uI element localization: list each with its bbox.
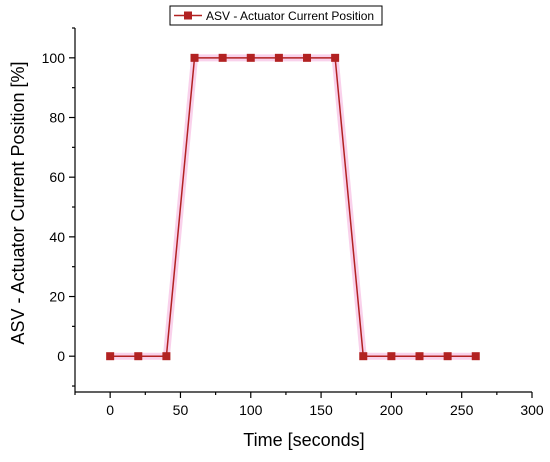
data-point — [331, 53, 340, 62]
data-point — [303, 53, 312, 62]
x-tick-label: 200 — [380, 402, 404, 418]
data-point — [443, 352, 452, 361]
legend-label: ASV - Actuator Current Position — [206, 9, 374, 23]
series-layer — [106, 53, 480, 361]
y-tick-label: 60 — [49, 169, 65, 185]
data-point — [162, 352, 171, 361]
data-point — [134, 352, 143, 361]
legend-marker — [184, 11, 192, 20]
x-tick-label: 300 — [520, 402, 544, 418]
y-tick-label: 40 — [49, 229, 65, 245]
data-point — [387, 352, 396, 361]
legend: ASV - Actuator Current Position — [169, 5, 383, 26]
data-point — [359, 352, 368, 361]
x-tick-label: 250 — [450, 402, 474, 418]
y-tick-label: 20 — [49, 289, 65, 305]
series-glow — [110, 54, 476, 360]
x-tick-label: 100 — [239, 402, 263, 418]
data-point — [246, 53, 255, 62]
legend-box — [169, 5, 383, 26]
data-point — [218, 53, 227, 62]
data-point — [190, 53, 199, 62]
y-tick-label: 100 — [42, 50, 66, 66]
y-tick-label: 0 — [57, 348, 65, 364]
data-point — [106, 352, 115, 361]
x-tick-label: 150 — [309, 402, 333, 418]
series-line — [110, 57, 476, 357]
data-point — [415, 352, 424, 361]
axes: 0 50 100 150 200 250 300 0 20 40 60 80 100 — [42, 27, 544, 418]
data-point — [471, 352, 480, 361]
x-tick-label: 50 — [173, 402, 189, 418]
x-axis-title: Time [seconds] — [243, 430, 364, 450]
data-point — [274, 53, 283, 62]
x-tick-label: 0 — [106, 402, 114, 418]
y-tick-label: 80 — [49, 110, 65, 126]
y-axis-title: ASV - Actuator Current Position [%] — [8, 61, 28, 344]
